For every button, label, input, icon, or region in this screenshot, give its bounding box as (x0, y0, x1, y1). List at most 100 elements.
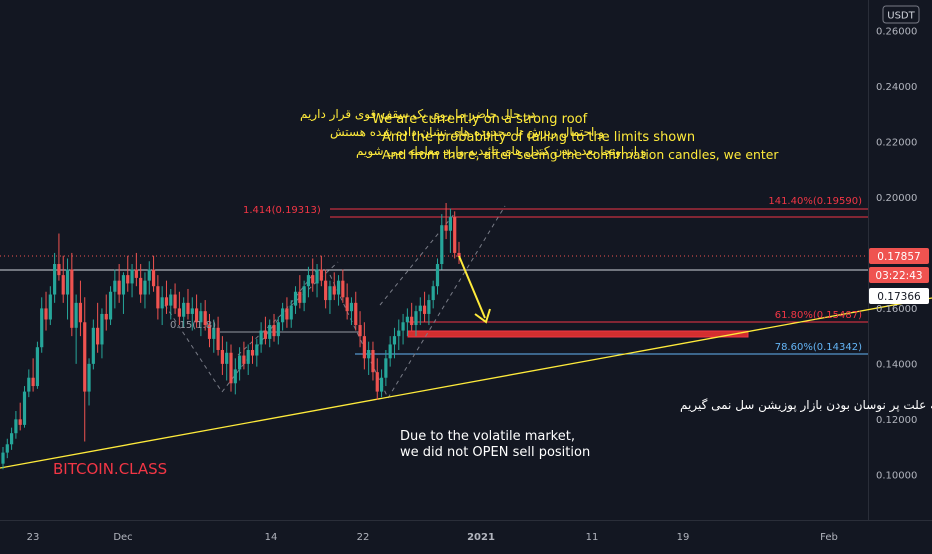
annotation-en-top-2: And the probability of falling to the li… (382, 130, 695, 145)
y-tick: 0.10000 (876, 470, 917, 481)
candle (117, 264, 121, 303)
y-tick: 0.20000 (876, 193, 917, 204)
candle (169, 288, 173, 320)
candle (298, 275, 302, 309)
candle (431, 280, 435, 309)
candle (113, 269, 117, 309)
candle (418, 297, 422, 326)
x-tick: Feb (820, 532, 838, 543)
annotation-en-top-3: And from there, after seeing the confirm… (382, 147, 779, 162)
candle (367, 341, 371, 375)
candle (388, 336, 392, 367)
candle (147, 261, 151, 295)
last-price-value: 0.17857 (877, 251, 920, 263)
annotation-en-bottom-1: Due to the volatile market, (400, 429, 575, 444)
candle (414, 305, 418, 337)
annotation-fa-top-1: در حال حاضر ما روی یک سقف قوی قرار داریم (300, 107, 535, 122)
candle (246, 344, 250, 375)
y-tick: 0.26000 (876, 27, 917, 38)
last-price-tag: 0.17857 (869, 248, 929, 264)
candle (392, 327, 397, 359)
candle (22, 386, 27, 428)
candle (31, 358, 35, 392)
candle (130, 264, 134, 298)
candle (336, 275, 341, 306)
candle (65, 258, 70, 320)
candle (302, 280, 306, 312)
candle (268, 319, 272, 348)
x-axis-ticks[interactable]: 23 Dec 14 22 2021 11 19 Feb (27, 532, 838, 543)
y-tick: 0.24000 (876, 82, 917, 93)
fib-618-label: 61.80%(0.15487) (775, 310, 862, 321)
mid-partial-label: 0.15(1.8) (170, 320, 216, 331)
candle (238, 347, 242, 381)
candle (457, 241, 461, 265)
candle (156, 275, 160, 320)
candle (14, 411, 18, 439)
x-tick: Dec (113, 532, 132, 543)
currency-button[interactable]: USDT (882, 5, 920, 24)
candle (259, 322, 263, 353)
candle (341, 269, 345, 303)
candle (91, 319, 95, 370)
candle (229, 344, 233, 392)
candle (281, 302, 285, 331)
candle (182, 297, 186, 328)
candle (199, 302, 203, 337)
candle (207, 313, 212, 348)
x-tick: 22 (357, 532, 370, 543)
countdown-value: 03:22:43 (875, 270, 922, 282)
fib-1414-left-label: 1.414(0.19313) (243, 205, 321, 216)
candle (139, 264, 143, 303)
candle (186, 288, 190, 320)
candle (151, 255, 156, 292)
candle (371, 341, 375, 381)
candle (104, 294, 108, 331)
candle (74, 294, 78, 364)
watermark-text: BITCOIN.CLASS (53, 460, 167, 478)
candle (61, 255, 65, 303)
candle (134, 252, 138, 287)
target-zone[interactable] (407, 330, 749, 338)
candle (216, 316, 220, 356)
candle (194, 294, 199, 328)
candle (203, 300, 207, 331)
x-tick: 2021 (467, 532, 495, 543)
candle (422, 291, 427, 323)
candle (108, 286, 113, 326)
candle (225, 341, 229, 381)
candle (315, 264, 319, 298)
annotation-fa-top-3: و از اونجا بعد دیدن کندل های تائیدیه وار… (356, 144, 647, 159)
y-tick: 0.16000 (876, 304, 917, 315)
candle (255, 338, 259, 367)
candle (190, 297, 194, 331)
y-tick: 0.14000 (876, 359, 917, 370)
forecast-arrow[interactable] (458, 255, 491, 324)
candle (319, 255, 323, 287)
candle (362, 322, 366, 370)
candle (306, 266, 311, 298)
candle (263, 316, 268, 345)
candle (324, 269, 328, 309)
candle (328, 280, 332, 314)
x-tick: 19 (677, 532, 690, 543)
candle (177, 291, 181, 326)
candle (212, 319, 216, 353)
candle (427, 294, 431, 326)
candle (44, 291, 48, 331)
trend-line[interactable] (0, 297, 932, 469)
mark-price-value: 0.17366 (877, 291, 921, 303)
candle (48, 286, 52, 326)
candle (285, 297, 289, 328)
annotation-en-top-1: We are currently on a strong roof (372, 112, 588, 127)
candle (40, 297, 44, 353)
candle (96, 302, 100, 353)
candle (83, 297, 87, 442)
x-tick: 23 (27, 532, 40, 543)
candle (121, 272, 126, 314)
currency-label: USDT (887, 11, 915, 22)
candle (126, 255, 130, 292)
annotation-en-bottom-2: we did not OPEN sell position (400, 445, 590, 460)
